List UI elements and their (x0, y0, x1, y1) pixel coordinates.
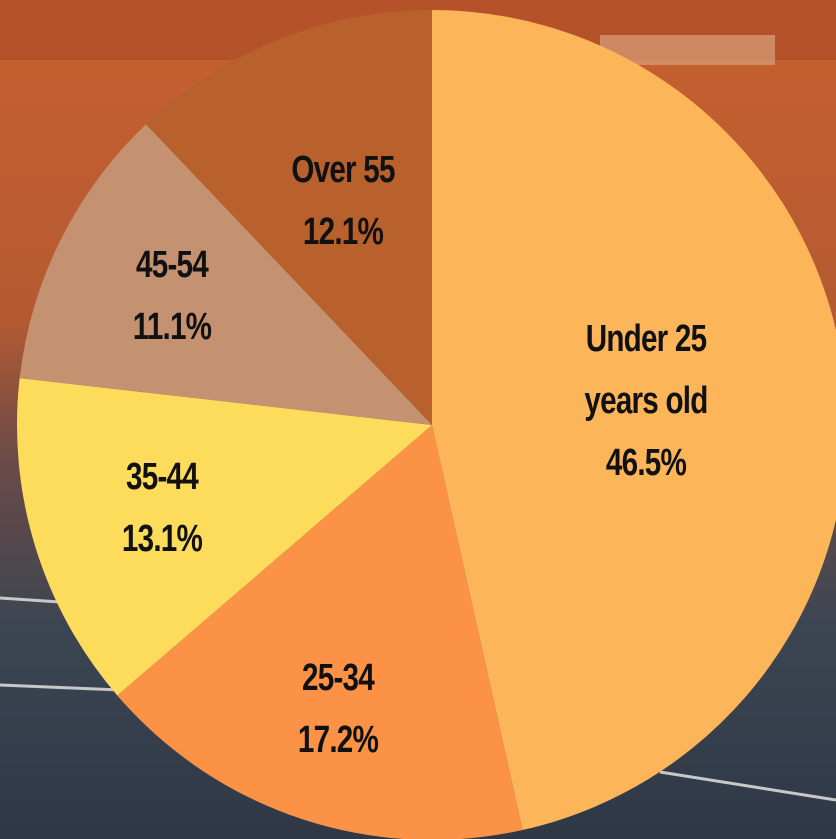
page: Under 25 years old46.5% 25-3417.2% 35-4413… (0, 0, 836, 839)
value-label: 17.2% (298, 709, 378, 771)
value-label: 12.1% (291, 201, 394, 263)
value-label: 13.1% (122, 508, 202, 570)
category-label: Over 55 (291, 139, 394, 201)
value-label: 11.1% (133, 296, 212, 358)
category-label: Under 25 years old (572, 308, 720, 432)
category-label: 25-34 (298, 647, 378, 709)
category-label: 35-44 (122, 446, 202, 508)
value-label: 46.5% (572, 432, 720, 494)
category-label: 45-54 (133, 234, 212, 296)
